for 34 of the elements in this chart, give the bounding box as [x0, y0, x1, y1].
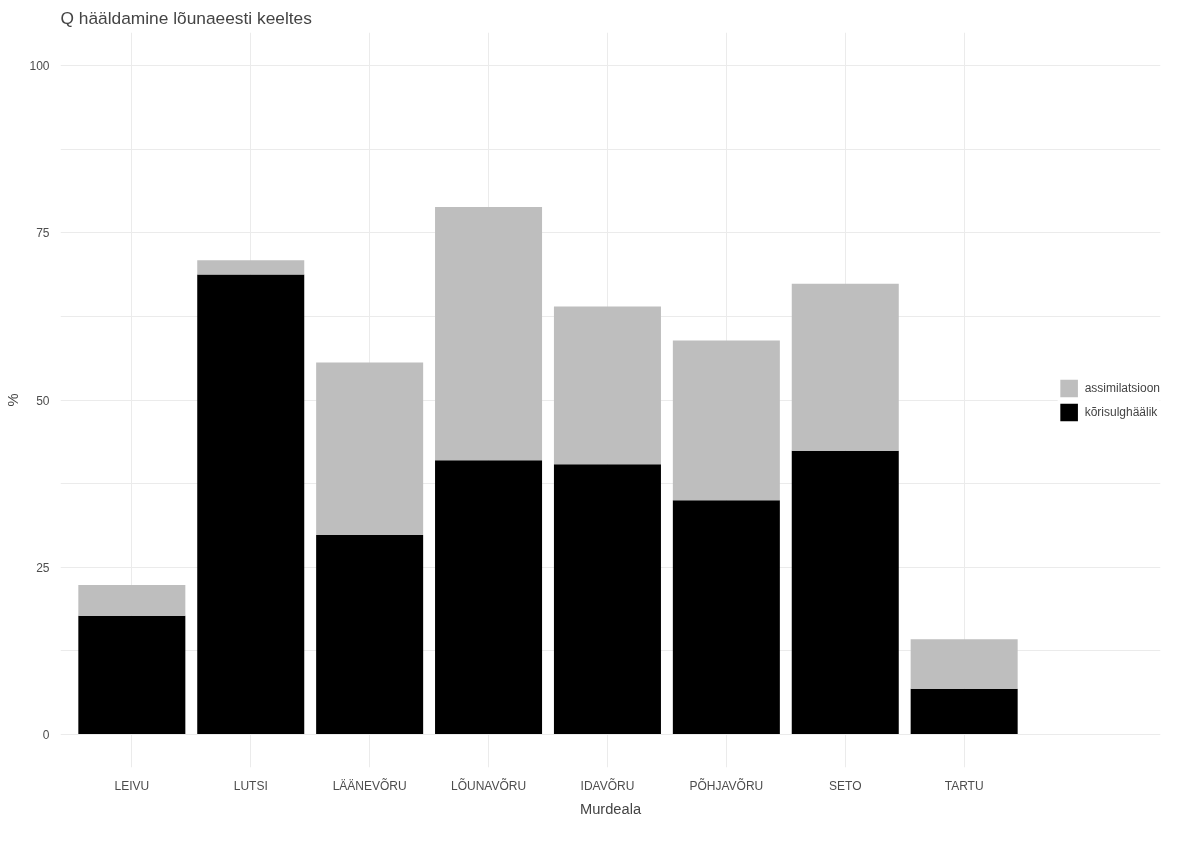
bar [197, 260, 305, 275]
chart-title: Q hääldamine lõunaeesti keeltes [60, 7, 313, 28]
x-axis-title: Murdeala [579, 800, 642, 817]
y-tick-label: 25 [36, 560, 50, 575]
y-tick-label: 100 [29, 59, 50, 74]
bar [672, 340, 780, 501]
bar [791, 283, 899, 451]
bar [435, 206, 543, 461]
bar [435, 460, 543, 735]
x-tick-label: LUTSI [233, 778, 268, 793]
bar [791, 450, 899, 735]
legend-label: kõrisulghäälik [1084, 404, 1158, 419]
y-tick-label: 50 [36, 393, 50, 408]
bar [197, 274, 305, 735]
x-tick-label: LÕUNAVÕRU [450, 777, 527, 793]
x-tick-label: LÄÄNEVÕRU [332, 777, 407, 793]
bar [910, 688, 1018, 735]
bar [316, 534, 424, 735]
bar [78, 615, 186, 735]
bar [316, 362, 424, 535]
legend-label: assimilatsioon [1084, 380, 1160, 395]
y-tick-label: 0 [42, 727, 50, 742]
y-axis-title: % [5, 393, 22, 407]
bar [553, 464, 661, 735]
y-tick-label: 75 [36, 226, 50, 241]
x-tick-label: SETO [829, 778, 862, 793]
x-tick-label: LEIVU [114, 778, 150, 793]
bar [78, 585, 186, 616]
x-tick-label: IDAVÕRU [580, 777, 635, 793]
bar [672, 500, 780, 735]
bar [553, 306, 661, 465]
x-tick-label: TARTU [944, 778, 984, 793]
x-tick-label: PÕHJAVÕRU [689, 777, 764, 793]
bar [910, 639, 1018, 689]
